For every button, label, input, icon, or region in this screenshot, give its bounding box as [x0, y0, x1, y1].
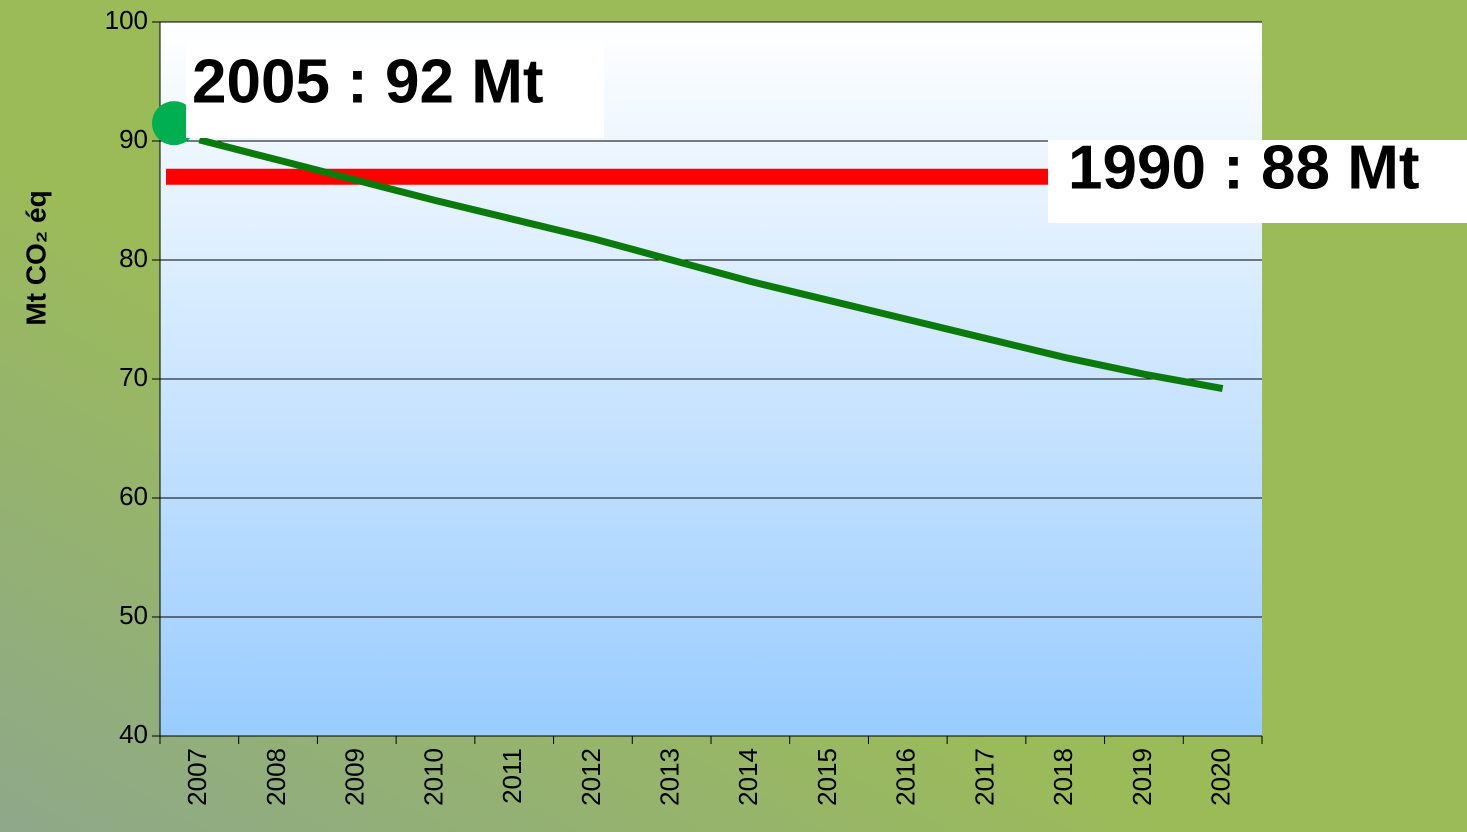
- x-tick-label: 2010: [418, 748, 448, 806]
- x-tick-label: 2008: [261, 748, 291, 806]
- y-tick-label: 50: [119, 600, 148, 630]
- marker-label: 2005 : 92 Mt: [192, 47, 544, 116]
- y-tick-label: 80: [119, 243, 148, 273]
- y-axis-label: Mt CO₂ éq: [20, 190, 51, 325]
- y-tick-label: 40: [119, 719, 148, 749]
- x-tick-label: 2019: [1127, 748, 1157, 806]
- y-tick-label: 60: [119, 481, 148, 511]
- label-box: [1048, 140, 1467, 223]
- x-tick-label: 2016: [891, 748, 921, 806]
- reference-label: 1990 : 88 Mt: [1068, 133, 1420, 202]
- x-tick-label: 2018: [1048, 748, 1078, 806]
- y-tick-label: 90: [119, 124, 148, 154]
- label-box: [186, 40, 604, 138]
- series-line: [198, 136, 1224, 392]
- x-tick-label: 2009: [340, 748, 370, 806]
- x-tick-label: 2014: [733, 748, 763, 806]
- x-tick-label: 2011: [497, 748, 527, 804]
- y-tick-label: 70: [119, 362, 148, 392]
- x-tick-label: 2015: [812, 748, 842, 806]
- x-tick-label: 2017: [969, 748, 999, 806]
- x-tick-label: 2012: [576, 748, 606, 806]
- x-tick-label: 2020: [1206, 748, 1236, 806]
- marker-dot: [152, 101, 196, 146]
- y-tick-label: 100: [105, 5, 148, 35]
- x-tick-label: 2007: [182, 748, 212, 806]
- x-tick-label: 2013: [655, 748, 685, 806]
